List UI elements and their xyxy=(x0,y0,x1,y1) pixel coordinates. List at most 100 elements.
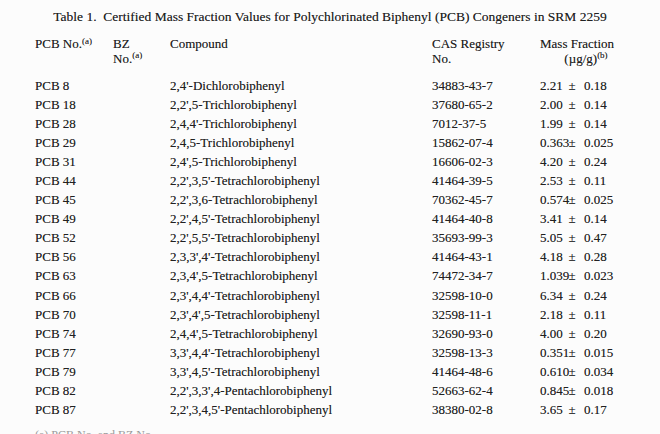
cas-registry-cell: 74472-34-7 xyxy=(432,266,537,285)
plus-minus-symbol: ± xyxy=(566,133,578,152)
mass-fraction-value: 1.99 xyxy=(540,114,566,133)
mass-fraction-cell: 4.20±0.24 xyxy=(537,152,660,171)
bz-no-cell xyxy=(113,324,170,343)
column-header-compound: Compound xyxy=(170,37,432,66)
compound-cell: 2,2',5-Trichlorobiphenyl xyxy=(170,95,432,114)
units-label: (µg/g) xyxy=(564,51,597,66)
mass-fraction-value: 2.18 xyxy=(540,305,566,324)
mass-fraction-uncertainty: 0.17 xyxy=(578,400,607,419)
compound-cell: 2,2',4,5'-Tetrachlorobiphenyl xyxy=(170,209,432,228)
cas-registry-cell: 41464-40-8 xyxy=(432,209,537,228)
cas-registry-cell: 32690-93-0 xyxy=(432,324,537,343)
mass-fraction-value: 4.00 xyxy=(540,324,566,343)
table-row: PCB 29 2,4,5-Trichlorobiphenyl 15862-07-… xyxy=(35,133,660,152)
cas-registry-cell: 41464-48-6 xyxy=(432,362,537,381)
mass-fraction-cell: 0.351±0.015 xyxy=(537,343,660,362)
bz-no-cell xyxy=(113,171,170,190)
compound-cell: 2,4,5-Trichlorobiphenyl xyxy=(170,133,432,152)
pcb-no-cell: PCB 29 xyxy=(35,133,113,152)
pcb-no-cell: PCB 87 xyxy=(35,400,113,419)
table-row: PCB 77 3,3',4,4'-Tetrachlorobiphenyl 325… xyxy=(35,343,660,362)
mass-fraction-value: 4.20 xyxy=(540,152,566,171)
mass-fraction-value: 0.610 xyxy=(540,362,566,381)
compound-cell: 2,2',3,5'-Tetrachlorobiphenyl xyxy=(170,171,432,190)
bz-no-cell xyxy=(113,362,170,381)
bz-no-cell xyxy=(113,133,170,152)
mass-fraction-uncertainty: 0.14 xyxy=(578,114,607,133)
mass-fraction-cell: 4.18±0.28 xyxy=(537,247,660,266)
pcb-no-cell: PCB 66 xyxy=(35,286,113,305)
bz-no-cell xyxy=(113,190,170,209)
cas-registry-cell: 41464-43-1 xyxy=(432,247,537,266)
plus-minus-symbol: ± xyxy=(566,76,578,95)
pcb-no-cell: PCB 8 xyxy=(35,76,113,95)
compound-cell: 2,3,3',4'-Tetrachlorobiphenyl xyxy=(170,247,432,266)
plus-minus-symbol: ± xyxy=(566,286,578,305)
bz-no-cell xyxy=(113,152,170,171)
plus-minus-symbol: ± xyxy=(566,400,578,419)
plus-minus-symbol: ± xyxy=(566,343,578,362)
pcb-no-cell: PCB 31 xyxy=(35,152,113,171)
pcb-no-cell: PCB 77 xyxy=(35,343,113,362)
compound-cell: 2,4,4'-Trichlorobiphenyl xyxy=(170,114,432,133)
document-page: Table 1. Certified Mass Fraction Values … xyxy=(0,0,660,434)
mass-fraction-cell: 3.41±0.14 xyxy=(537,209,660,228)
mass-fraction-cell: 6.34±0.24 xyxy=(537,286,660,305)
plus-minus-symbol: ± xyxy=(566,324,578,343)
mass-fraction-uncertainty: 0.20 xyxy=(578,324,607,343)
bz-no-cell xyxy=(113,209,170,228)
plus-minus-symbol: ± xyxy=(566,152,578,171)
mass-fraction-value: 1.039 xyxy=(540,266,566,285)
mass-fraction-cell: 2.21±0.18 xyxy=(537,76,660,95)
mass-fraction-value: 4.18 xyxy=(540,247,566,266)
mass-fraction-value: 0.574 xyxy=(540,190,566,209)
plus-minus-symbol: ± xyxy=(566,247,578,266)
table-row: PCB 63 2,3,4',5-Tetrachlorobiphenyl 7447… xyxy=(35,266,660,285)
mass-fraction-cell: 3.65±0.17 xyxy=(537,400,660,419)
bz-no-cell xyxy=(113,114,170,133)
pcb-no-cell: PCB 18 xyxy=(35,95,113,114)
mass-fraction-value: 0.845 xyxy=(540,381,566,400)
bz-no-cell xyxy=(113,228,170,247)
plus-minus-symbol: ± xyxy=(566,305,578,324)
mass-fraction-value: 3.41 xyxy=(540,209,566,228)
bz-header-line2: No.(a) xyxy=(113,52,170,67)
compound-cell: 2,2',3,4,5'-Pentachlorobiphenyl xyxy=(170,400,432,419)
cas-registry-cell: 70362-45-7 xyxy=(432,190,537,209)
table-row: PCB 49 2,2',4,5'-Tetrachlorobiphenyl 414… xyxy=(35,209,660,228)
plus-minus-symbol: ± xyxy=(566,114,578,133)
mass-fraction-uncertainty: 0.14 xyxy=(578,95,607,114)
mass-fraction-cell: 2.53±0.11 xyxy=(537,171,660,190)
mass-fraction-uncertainty: 0.034 xyxy=(578,362,613,381)
mass-fraction-cell: 4.00±0.20 xyxy=(537,324,660,343)
cas-registry-cell: 32598-11-1 xyxy=(432,305,537,324)
pcb-no-cell: PCB 79 xyxy=(35,362,113,381)
bz-no-cell xyxy=(113,400,170,419)
mass-fraction-value: 0.363 xyxy=(540,133,566,152)
compound-cell: 2,4',5-Trichlorobiphenyl xyxy=(170,152,432,171)
plus-minus-symbol: ± xyxy=(566,209,578,228)
mass-fraction-value: 2.21 xyxy=(540,76,566,95)
mass-fraction-cell: 2.18±0.11 xyxy=(537,305,660,324)
mass-fraction-uncertainty: 0.015 xyxy=(578,343,613,362)
column-header-bz-no: BZ No.(a) xyxy=(113,37,170,66)
mass-fraction-cell: 0.845±0.018 xyxy=(537,381,660,400)
table-row: PCB 66 2,3',4,4'-Tetrachlorobiphenyl 325… xyxy=(35,286,660,305)
cas-registry-cell: 52663-62-4 xyxy=(432,381,537,400)
plus-minus-symbol: ± xyxy=(566,190,578,209)
bz-no-cell xyxy=(113,266,170,285)
mass-fraction-value: 3.65 xyxy=(540,400,566,419)
footnote-marker-a: (a) xyxy=(132,50,142,60)
pcb-no-header-label: PCB No. xyxy=(35,36,82,51)
mass-fraction-uncertainty: 0.018 xyxy=(578,381,613,400)
mass-fraction-uncertainty: 0.025 xyxy=(578,190,613,209)
table-row: PCB 74 2,4,4',5-Tetrachlorobiphenyl 3269… xyxy=(35,324,660,343)
bz-no-cell xyxy=(113,247,170,266)
cas-registry-cell: 34883-43-7 xyxy=(432,76,537,95)
compound-cell: 3,3',4,4'-Tetrachlorobiphenyl xyxy=(170,343,432,362)
cas-registry-cell: 32598-10-0 xyxy=(432,286,537,305)
mass-fraction-uncertainty: 0.023 xyxy=(578,266,613,285)
pcb-no-cell: PCB 74 xyxy=(35,324,113,343)
cas-header-line2: No. xyxy=(432,52,537,67)
table-row: PCB 70 2,3',4',5-Tetrachlorobiphenyl 325… xyxy=(35,305,660,324)
